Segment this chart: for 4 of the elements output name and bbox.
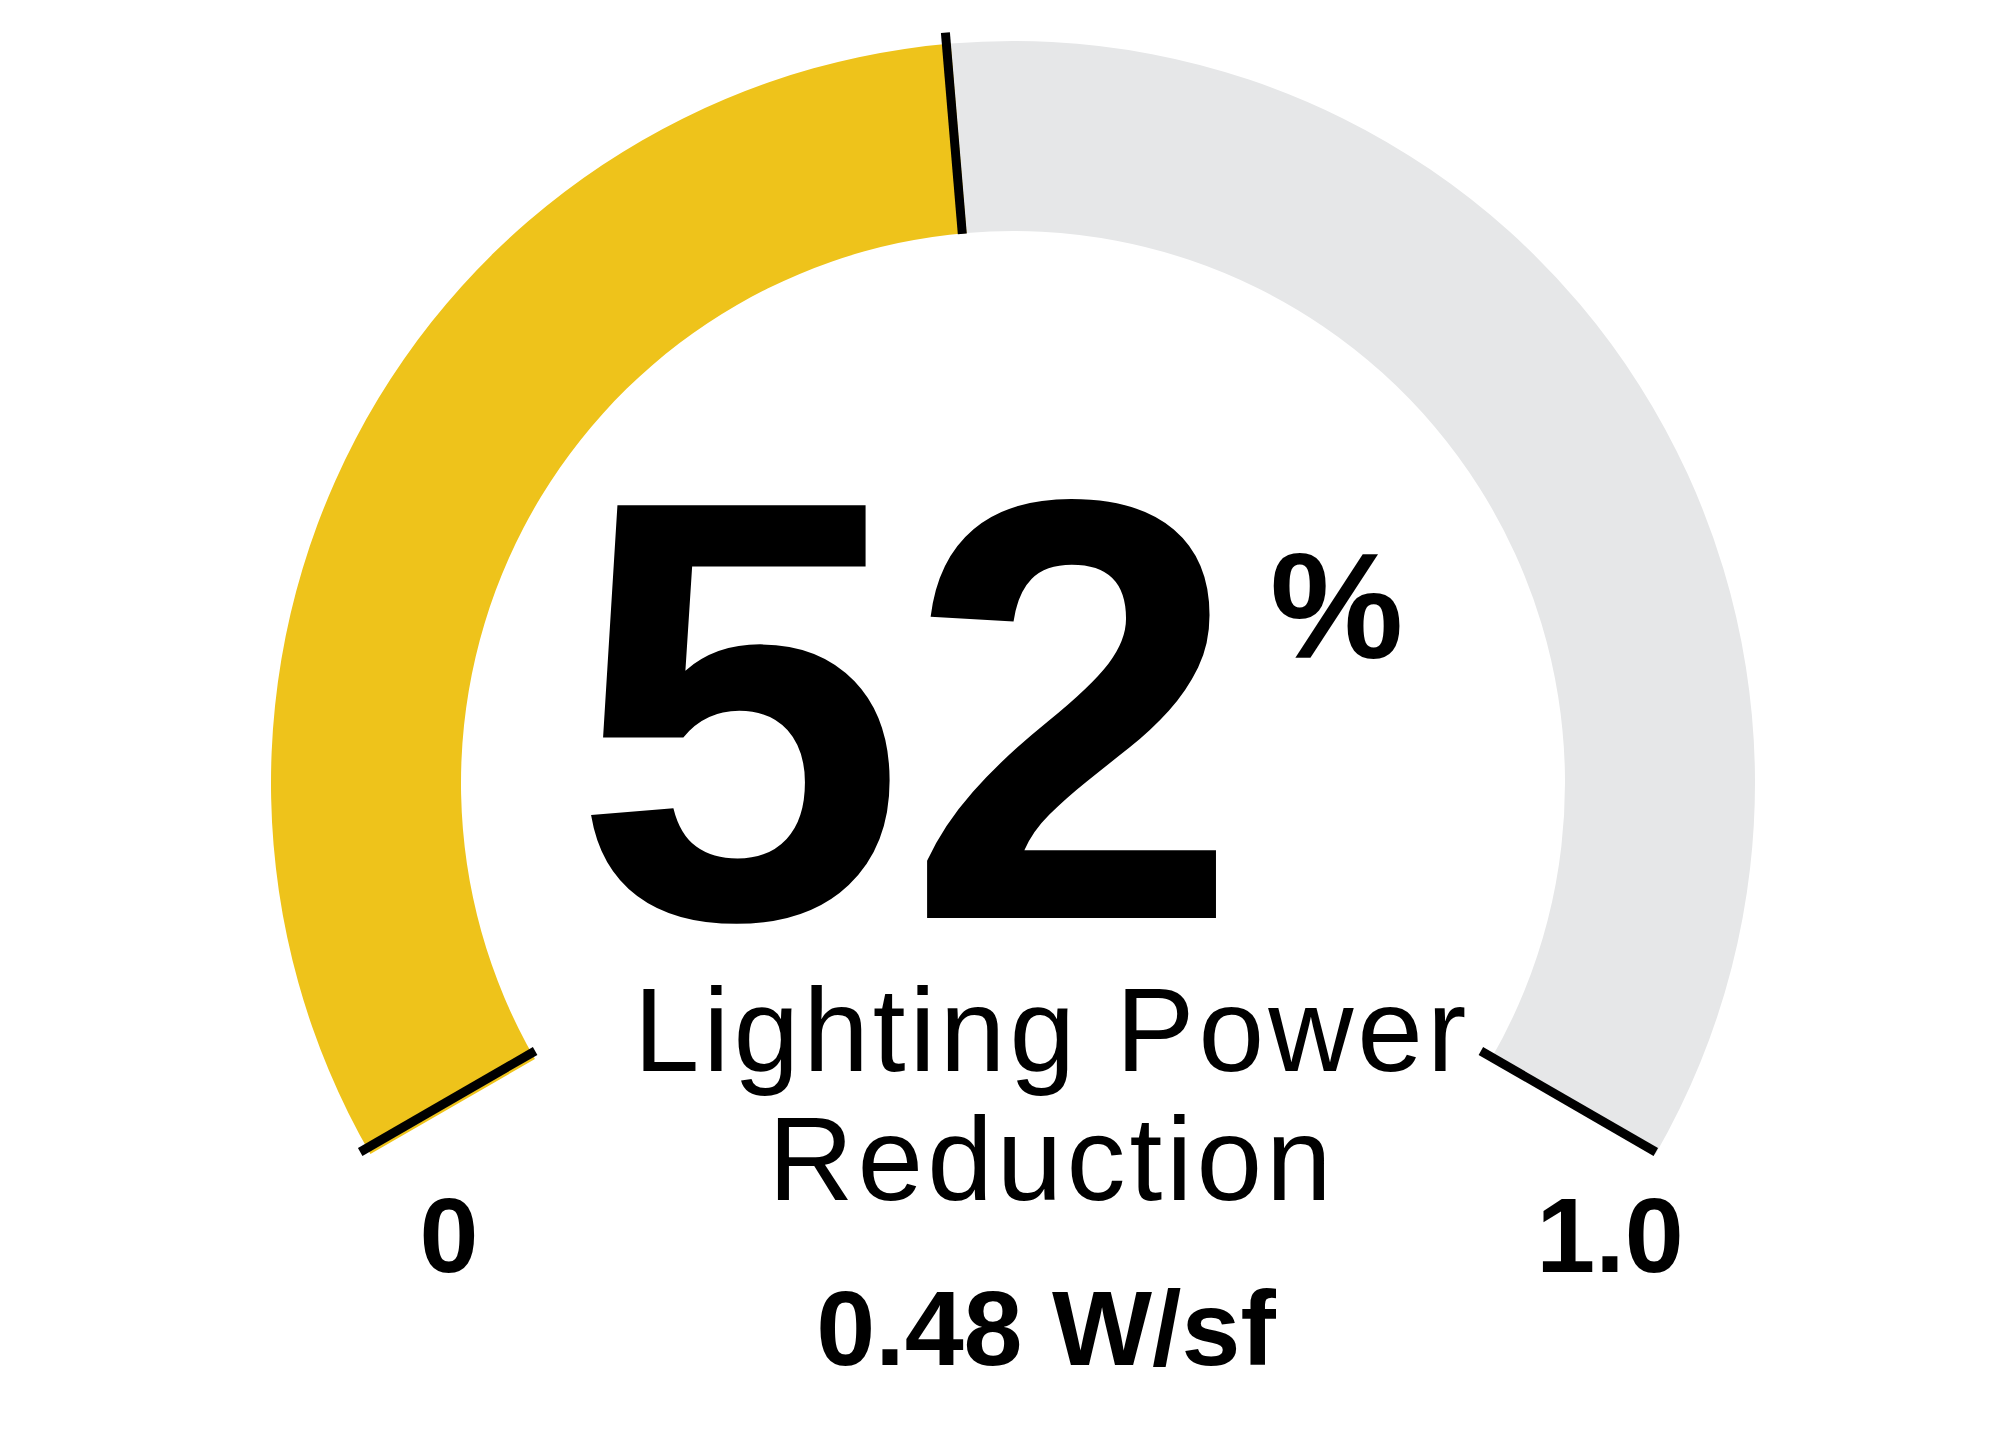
text: 1.0 bbox=[1536, 1176, 1684, 1294]
text: 0 bbox=[419, 1176, 479, 1294]
text: Lighting Power Reduction bbox=[633, 964, 1471, 1225]
text: 0.48 W/sf bbox=[816, 1269, 1277, 1387]
